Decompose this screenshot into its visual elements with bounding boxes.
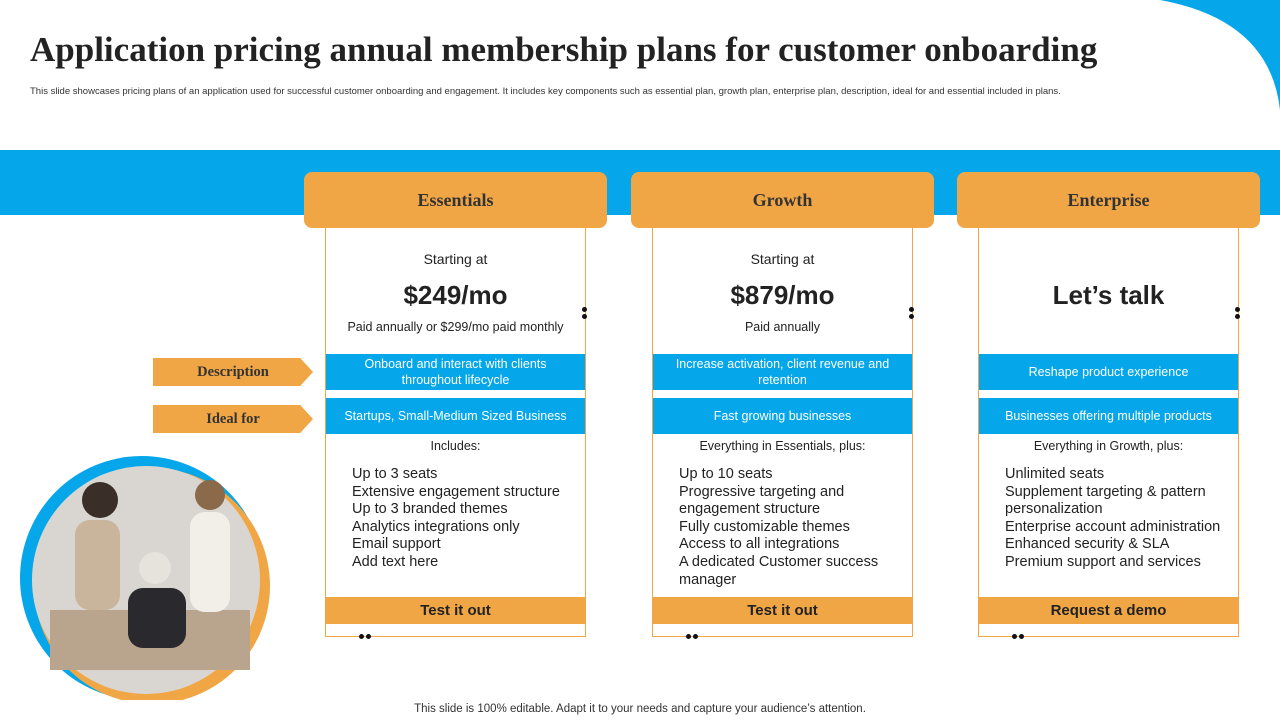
- dot: [909, 307, 914, 312]
- feature: Supplement targeting & pattern personali…: [1005, 483, 1206, 518]
- feature: Fully customizable themes: [679, 518, 850, 535]
- description: Onboard and interact with clients throug…: [326, 354, 585, 390]
- feature: Analytics integrations only: [352, 518, 520, 535]
- dot: [693, 634, 698, 639]
- feature-list: Up to 10 seats Progressive targeting and …: [679, 466, 909, 589]
- feature: Extensive engagement structure: [352, 483, 560, 500]
- starting-label: Starting at: [750, 251, 815, 267]
- ideal-for: Startups, Small-Medium Sized Business: [326, 398, 585, 434]
- dot: [366, 634, 371, 639]
- billing: Paid annually: [744, 320, 821, 334]
- button[interactable]: Test it out: [653, 597, 912, 624]
- feature: Add text here: [352, 553, 439, 570]
- plan-card: Starting at $879/mo Paid annually Increase …: [652, 228, 913, 637]
- includes-heading: Includes:: [430, 439, 481, 453]
- row-label: Ideal for: [153, 405, 313, 433]
- feature: A dedicated Customer success manager: [679, 553, 879, 588]
- feature: Email support: [352, 536, 441, 553]
- feature-list: Up to 3 seats Extensive engagement struct…: [352, 466, 582, 572]
- plan-card: Starting at $249/mo Paid annually or $299/…: [325, 228, 586, 637]
- button[interactable]: Test it out: [326, 597, 585, 624]
- subtitle: This slide showcases pricing plans of an…: [30, 86, 1061, 97]
- feature: Unlimited seats: [1005, 466, 1105, 482]
- includes-heading: Everything in Growth, plus:: [1033, 439, 1184, 453]
- description: Increase activation, client revenue and …: [653, 354, 912, 390]
- price: Let’s talk: [1052, 280, 1165, 310]
- button[interactable]: Request a demo: [979, 597, 1238, 624]
- feature: Access to all integrations: [679, 536, 840, 553]
- feature: Enterprise account administration: [1005, 518, 1221, 535]
- dot: [1012, 634, 1017, 639]
- price: $879/mo: [730, 280, 835, 310]
- feature: Progressive targeting and engagement str…: [679, 483, 845, 518]
- description: Reshape product experience: [979, 354, 1238, 390]
- feature: Up to 3 seats: [352, 466, 438, 482]
- ideal-for: Fast growing businesses: [653, 398, 912, 434]
- plan-header: Growth: [631, 172, 934, 228]
- plan-header: Enterprise: [957, 172, 1260, 228]
- dot: [582, 314, 587, 319]
- title: Application pricing annual membership pl…: [30, 30, 1098, 69]
- feature: Up to 3 branded themes: [352, 501, 508, 518]
- photo: [20, 456, 270, 700]
- plan-card: Let’s talk Reshape product experience Busi…: [978, 228, 1239, 637]
- corner-shape: [1160, 0, 1280, 110]
- dot: [359, 634, 364, 639]
- starting-label: Starting at: [423, 251, 488, 267]
- dot: [1019, 634, 1024, 639]
- footer: This slide is 100% editable. Adapt it to…: [414, 703, 866, 715]
- dot: [1235, 314, 1240, 319]
- feature: Enhanced security & SLA: [1005, 536, 1170, 553]
- row-label: Description: [153, 358, 313, 386]
- dot: [582, 307, 587, 312]
- dot: [686, 634, 691, 639]
- ideal-for: Businesses offering multiple products: [979, 398, 1238, 434]
- plan-header: Essentials: [304, 172, 607, 228]
- includes-heading: Everything in Essentials, plus:: [699, 439, 866, 453]
- billing: Paid annually or $299/mo paid monthly: [347, 320, 564, 334]
- dot: [1235, 307, 1240, 312]
- dot: [909, 314, 914, 319]
- feature: Up to 10 seats: [679, 466, 773, 482]
- feature: Premium support and services: [1005, 553, 1201, 570]
- feature-list: Unlimited seats Supplement targeting & pa…: [1005, 466, 1235, 572]
- price: $249/mo: [403, 280, 508, 310]
